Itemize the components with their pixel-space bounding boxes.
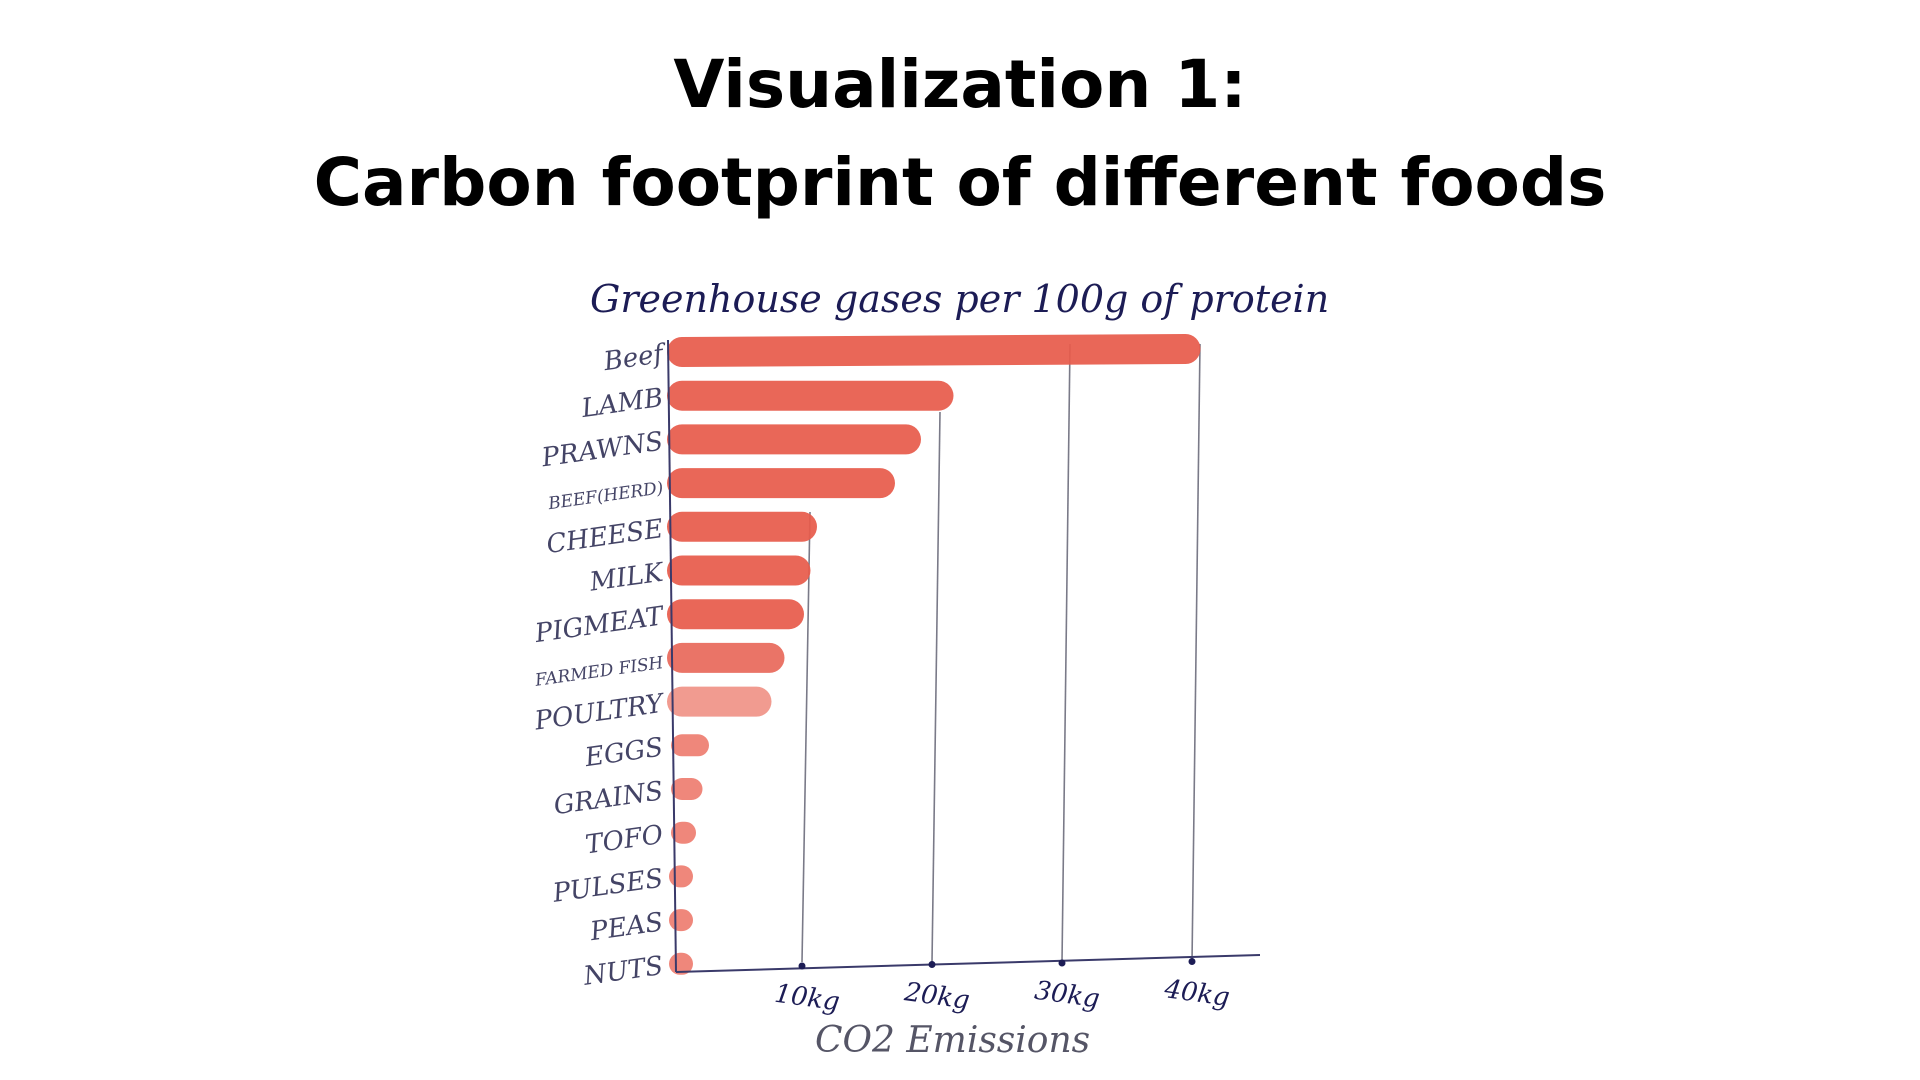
gridline-20 [931, 411, 941, 963]
heading-line-2: Carbon footprint of different foods [313, 144, 1607, 221]
heading-line-1: Visualization 1: [673, 46, 1247, 123]
x-tick-mark [798, 962, 806, 970]
x-axis-title: CO2 Emissions [815, 1020, 1090, 1061]
category-label: EGGS [582, 733, 665, 774]
category-label: PRAWNS [539, 427, 665, 474]
gridline-30 [1061, 343, 1071, 963]
gridlines [801, 343, 1201, 963]
category-label: FARMED FISH [533, 653, 666, 691]
category-label: PEAS [587, 907, 665, 947]
gridline-40 [1191, 343, 1201, 963]
gridline-10 [801, 511, 811, 963]
category-label: BEEF(HERD) [546, 478, 665, 514]
category-label: POULTRY [532, 688, 668, 736]
category-label: PULSES [550, 864, 665, 909]
category-label: PIGMEAT [532, 601, 666, 649]
category-label: TOFO [584, 820, 665, 861]
x-tick-mark [928, 961, 936, 968]
x-axis-line [675, 954, 1261, 973]
x-tick-mark [1188, 958, 1196, 965]
x-tick-label: 40kg [1162, 974, 1232, 1013]
category-label: MILK [587, 558, 667, 598]
x-tick-label: 10kg [773, 979, 842, 1018]
bars [667, 334, 1201, 975]
category-label: GRAINS [552, 776, 665, 821]
bar-beef [667, 334, 1201, 367]
category-label: NUTS [581, 951, 665, 992]
y-axis-line [667, 339, 677, 973]
category-label: LAMB [579, 383, 665, 424]
chart-title: Greenhouse gases per 100g of protein [590, 277, 1329, 321]
category-label: Beef [601, 339, 669, 378]
page-heading: Visualization 1: Carbon footprint of dif… [0, 36, 1920, 232]
x-tick-label: 20kg [902, 977, 972, 1016]
category-label: CHEESE [545, 514, 665, 560]
x-tick-label: 30kg [1033, 976, 1102, 1015]
x-tick-mark [1058, 959, 1066, 967]
